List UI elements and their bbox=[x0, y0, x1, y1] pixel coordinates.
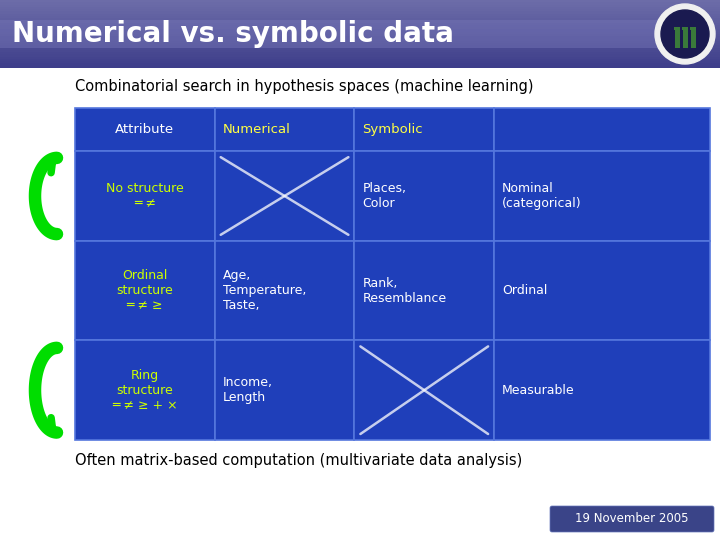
Bar bbox=[0, 56, 720, 59]
Bar bbox=[0, 21, 660, 48]
Bar bbox=[215, 108, 354, 151]
Text: Often matrix-based computation (multivariate data analysis): Often matrix-based computation (multivar… bbox=[75, 453, 522, 468]
Bar bbox=[0, 24, 720, 27]
Text: 19 November 2005: 19 November 2005 bbox=[575, 512, 689, 525]
Bar bbox=[0, 52, 720, 55]
Bar bbox=[0, 18, 720, 21]
Circle shape bbox=[655, 4, 715, 64]
Text: Rank,
Resemblance: Rank, Resemblance bbox=[362, 276, 446, 305]
Text: Nominal
(categorical): Nominal (categorical) bbox=[502, 182, 582, 210]
Bar bbox=[0, 43, 720, 45]
Bar bbox=[0, 33, 720, 36]
Text: No structure
═ ≠: No structure ═ ≠ bbox=[106, 182, 184, 210]
Bar bbox=[75, 108, 215, 151]
Bar bbox=[674, 27, 680, 30]
Bar bbox=[683, 30, 688, 48]
Bar bbox=[0, 65, 720, 68]
Text: Symbolic: Symbolic bbox=[362, 123, 423, 136]
Text: Numerical vs. symbolic data: Numerical vs. symbolic data bbox=[12, 20, 454, 48]
Bar bbox=[690, 27, 696, 30]
Bar bbox=[0, 26, 720, 30]
Bar bbox=[0, 29, 720, 32]
Bar bbox=[0, 58, 720, 61]
Bar bbox=[675, 30, 680, 48]
Bar bbox=[0, 4, 720, 7]
Bar bbox=[682, 27, 688, 30]
Bar bbox=[0, 22, 720, 25]
FancyBboxPatch shape bbox=[550, 506, 714, 532]
Bar bbox=[0, 45, 720, 48]
Text: Ordinal
structure
═ ≠ ≥: Ordinal structure ═ ≠ ≥ bbox=[117, 269, 174, 312]
Bar bbox=[0, 47, 720, 50]
Text: Numerical: Numerical bbox=[222, 123, 291, 136]
Bar bbox=[215, 241, 354, 340]
Bar bbox=[0, 13, 720, 16]
Bar bbox=[494, 151, 710, 241]
Bar bbox=[75, 151, 215, 241]
Bar bbox=[0, 60, 720, 64]
Bar bbox=[0, 38, 720, 41]
Bar bbox=[215, 151, 354, 241]
Bar bbox=[494, 108, 710, 151]
Bar bbox=[0, 40, 720, 43]
Bar bbox=[0, 20, 720, 23]
Bar bbox=[0, 15, 720, 18]
Text: Ring
structure
═ ≠ ≥ + ×: Ring structure ═ ≠ ≥ + × bbox=[112, 369, 178, 411]
Bar bbox=[0, 0, 720, 2]
Text: Attribute: Attribute bbox=[115, 123, 174, 136]
Bar bbox=[0, 63, 720, 66]
Bar bbox=[690, 30, 696, 48]
Text: Ordinal: Ordinal bbox=[502, 284, 547, 297]
Bar bbox=[0, 11, 720, 14]
Text: Measurable: Measurable bbox=[502, 384, 575, 397]
Text: Places,
Color: Places, Color bbox=[362, 182, 406, 210]
Text: Combinatorial search in hypothesis spaces (machine learning): Combinatorial search in hypothesis space… bbox=[75, 78, 534, 93]
Bar bbox=[354, 151, 494, 241]
Bar bbox=[0, 9, 720, 11]
Bar bbox=[0, 6, 720, 9]
Text: Income,
Length: Income, Length bbox=[222, 376, 273, 404]
Bar bbox=[494, 340, 710, 440]
Bar bbox=[354, 108, 494, 151]
Bar bbox=[0, 31, 720, 34]
Bar bbox=[494, 241, 710, 340]
Bar bbox=[0, 36, 720, 38]
Bar bbox=[354, 241, 494, 340]
Bar bbox=[354, 340, 494, 440]
Bar bbox=[75, 241, 215, 340]
Bar bbox=[75, 340, 215, 440]
Bar bbox=[0, 2, 720, 4]
Circle shape bbox=[661, 10, 709, 58]
Bar bbox=[0, 54, 720, 57]
Text: Age,
Temperature,
Taste,: Age, Temperature, Taste, bbox=[222, 269, 306, 312]
Bar bbox=[0, 49, 720, 52]
Bar bbox=[215, 340, 354, 440]
